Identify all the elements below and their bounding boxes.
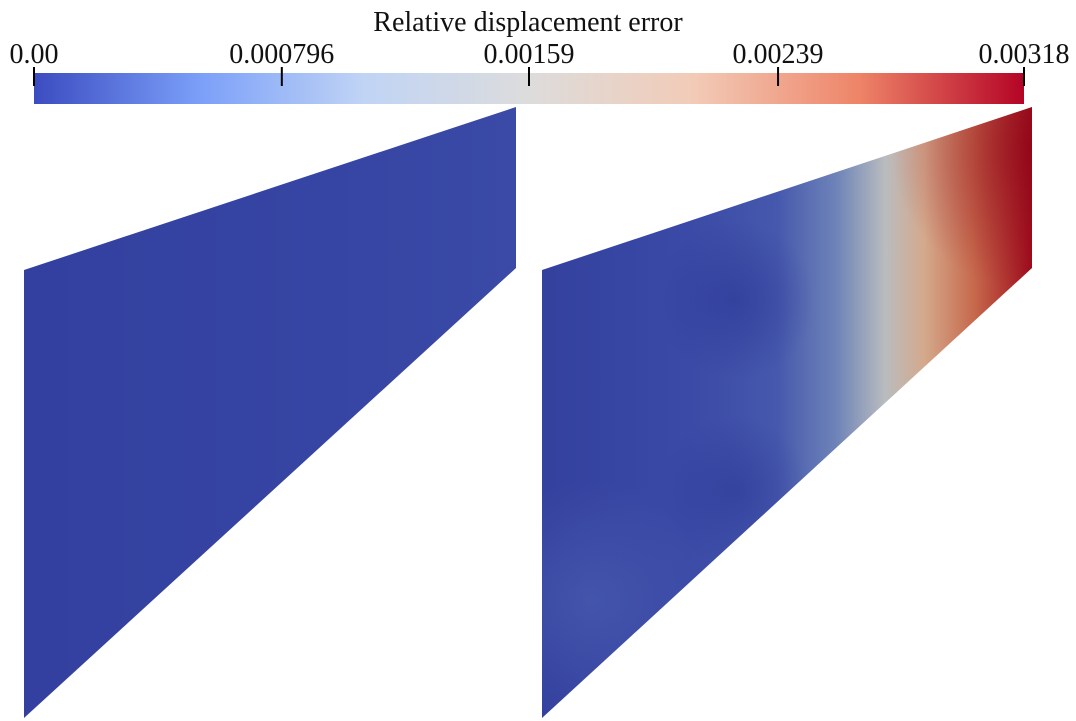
left-panel-surface [24,107,516,718]
colorbar-ticks: 0.00 0.000796 0.00159 0.00239 0.00318 [10,39,1070,86]
right-panel [542,107,1032,718]
colorbar-tick-label: 0.000796 [229,39,334,70]
right-panel-max-region [542,107,1032,718]
left-panel [24,107,516,718]
colorbar-title: Relative displacement error [373,7,683,38]
colorbar-tick-label: 0.00159 [484,39,575,70]
colorbar-tick-label: 0.00239 [733,39,824,70]
colorbar-tick-label: 0.00 [10,39,59,70]
colorbar: Relative displacement error 0.00 0.000796… [10,7,1070,104]
colorbar-tick-label: 0.00318 [979,39,1070,70]
